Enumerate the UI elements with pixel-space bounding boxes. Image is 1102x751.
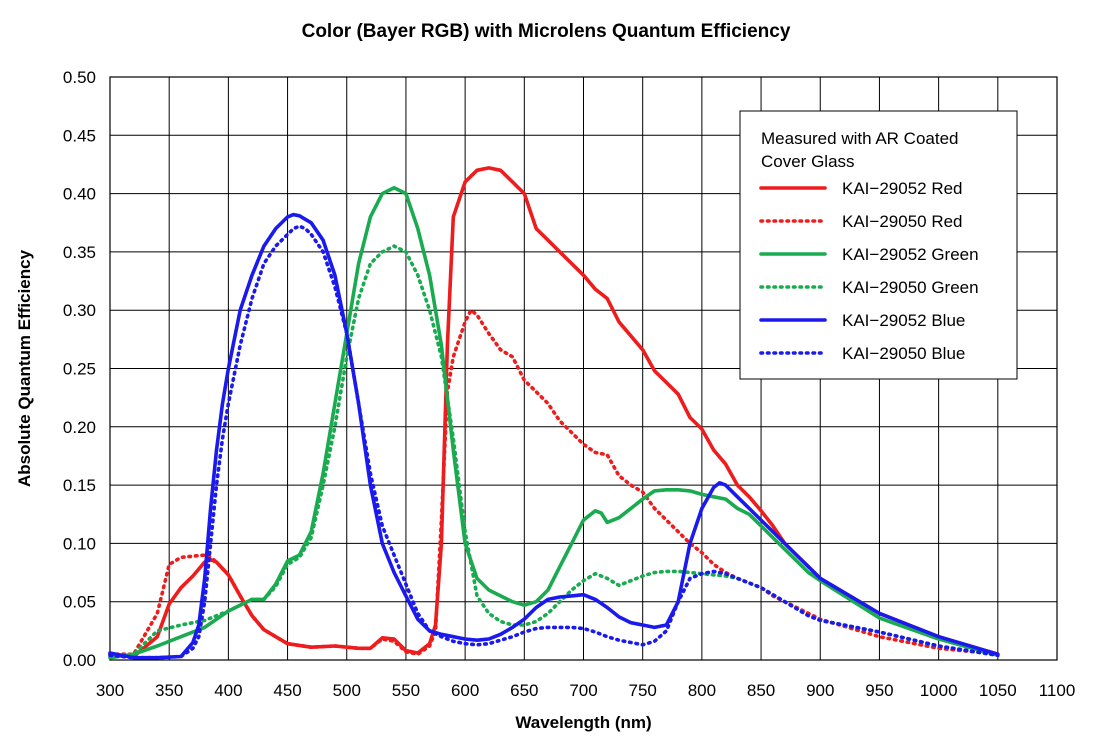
x-tick-label: 300 bbox=[96, 681, 124, 700]
x-tick-label: 850 bbox=[747, 681, 775, 700]
legend-entry-label: KAI−29050 Green bbox=[842, 278, 979, 297]
series-line-kai-29052-green bbox=[108, 186, 1000, 660]
legend-entry-label: KAI−29052 Green bbox=[842, 245, 979, 264]
x-tick-label: 950 bbox=[865, 681, 893, 700]
legend-box bbox=[739, 110, 1018, 380]
x-tick-label: 550 bbox=[392, 681, 420, 700]
y-tick-label: 0.10 bbox=[63, 534, 96, 553]
x-tick-label: 450 bbox=[273, 681, 301, 700]
y-tick-label: 0.20 bbox=[63, 418, 96, 437]
y-tick-label: 0.40 bbox=[63, 185, 96, 204]
x-tick-label: 600 bbox=[451, 681, 479, 700]
y-axis-label: Absolute Quantum Efficiency bbox=[15, 249, 34, 487]
x-tick-label: 1000 bbox=[920, 681, 958, 700]
x-tick-label: 1050 bbox=[979, 681, 1017, 700]
legend-entry-label: KAI−29052 Red bbox=[842, 179, 963, 198]
y-tick-label: 0.35 bbox=[63, 243, 96, 262]
x-tick-label: 1100 bbox=[1039, 681, 1076, 700]
x-tick-label: 700 bbox=[569, 681, 597, 700]
y-tick-label: 0.45 bbox=[63, 126, 96, 145]
x-tick-label: 350 bbox=[155, 681, 183, 700]
x-tick-label: 500 bbox=[333, 681, 361, 700]
series-line-kai-29050-blue bbox=[108, 224, 1000, 660]
x-axis-label: Wavelength (nm) bbox=[515, 713, 651, 732]
x-tick-label: 650 bbox=[510, 681, 538, 700]
y-tick-label: 0.00 bbox=[63, 651, 96, 670]
legend-title-line-1: Measured with AR Coated bbox=[761, 129, 959, 148]
legend-title-line-2: Cover Glass bbox=[761, 152, 855, 171]
legend-entry-label: KAI−29052 Blue bbox=[842, 311, 965, 330]
x-tick-label: 750 bbox=[629, 681, 657, 700]
y-tick-label: 0.50 bbox=[63, 68, 96, 87]
y-tick-label: 0.25 bbox=[63, 360, 96, 379]
x-tick-label: 800 bbox=[688, 681, 716, 700]
legend: Measured with AR Coated Cover Glass KAI−… bbox=[739, 110, 1018, 380]
y-tick-label: 0.05 bbox=[63, 593, 96, 612]
legend-entry-label: KAI−29050 Blue bbox=[842, 344, 965, 363]
series-lines bbox=[108, 166, 1000, 660]
series-line-kai-29052-blue bbox=[108, 212, 1000, 660]
y-tick-label: 0.30 bbox=[63, 301, 96, 320]
plot-area-frame bbox=[109, 76, 1058, 661]
y-tick-label: 0.15 bbox=[63, 476, 96, 495]
y-axis-ticks: 0.00 0.05 0.10 0.15 0.20 0.25 0.30 0.35 0.40 0.45… bbox=[63, 68, 96, 670]
x-tick-label: 900 bbox=[806, 681, 834, 700]
x-tick-label: 400 bbox=[214, 681, 242, 700]
x-axis-ticks: 300 350 400 450 500 550 600 650 700 750 800 850 900 9… bbox=[96, 681, 1075, 700]
legend-entry-label: KAI−29050 Red bbox=[842, 212, 963, 231]
chart-title: Color (Bayer RGB) with Microlens Quantum… bbox=[302, 21, 791, 42]
